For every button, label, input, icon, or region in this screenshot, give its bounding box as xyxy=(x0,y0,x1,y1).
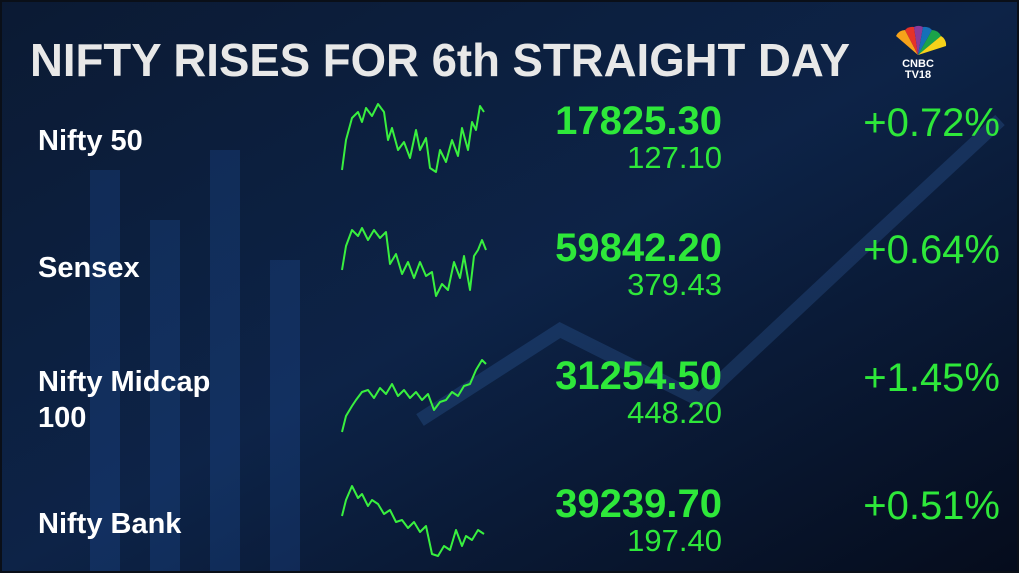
index-name: Nifty Midcap 100 xyxy=(38,366,210,434)
sparkline xyxy=(341,485,485,557)
index-change: 379.43 xyxy=(627,267,722,302)
logo: CNBC TV18 xyxy=(896,25,947,81)
index-percent: +0.72% xyxy=(863,101,1000,145)
index-change: 197.40 xyxy=(627,523,722,558)
index-name: Nifty 50 xyxy=(38,125,143,157)
index-percent: +1.45% xyxy=(863,356,1000,400)
index-name: Sensex xyxy=(38,252,140,284)
title: NIFTY RISES FOR 6th STRAIGHT DAY xyxy=(30,34,850,86)
index-value: 17825.30 xyxy=(555,99,722,143)
index-value: 59842.20 xyxy=(555,226,722,270)
sparkline xyxy=(341,103,485,173)
background-bars xyxy=(90,114,1005,573)
index-change: 127.10 xyxy=(627,140,722,175)
index-change: 448.20 xyxy=(627,395,722,430)
index-name-line: 100 xyxy=(38,402,86,434)
sparkline xyxy=(341,359,487,433)
index-value: 39239.70 xyxy=(555,482,722,526)
logo-text: TV18 xyxy=(905,69,931,81)
index-percent: +0.64% xyxy=(863,228,1000,272)
index-percent: +0.51% xyxy=(863,484,1000,528)
index-name-line: Nifty Midcap xyxy=(38,366,210,398)
sparkline xyxy=(341,227,487,297)
index-name: Nifty Bank xyxy=(38,508,182,540)
index-value: 31254.50 xyxy=(555,354,722,398)
logo-text: CNBC xyxy=(902,58,934,70)
